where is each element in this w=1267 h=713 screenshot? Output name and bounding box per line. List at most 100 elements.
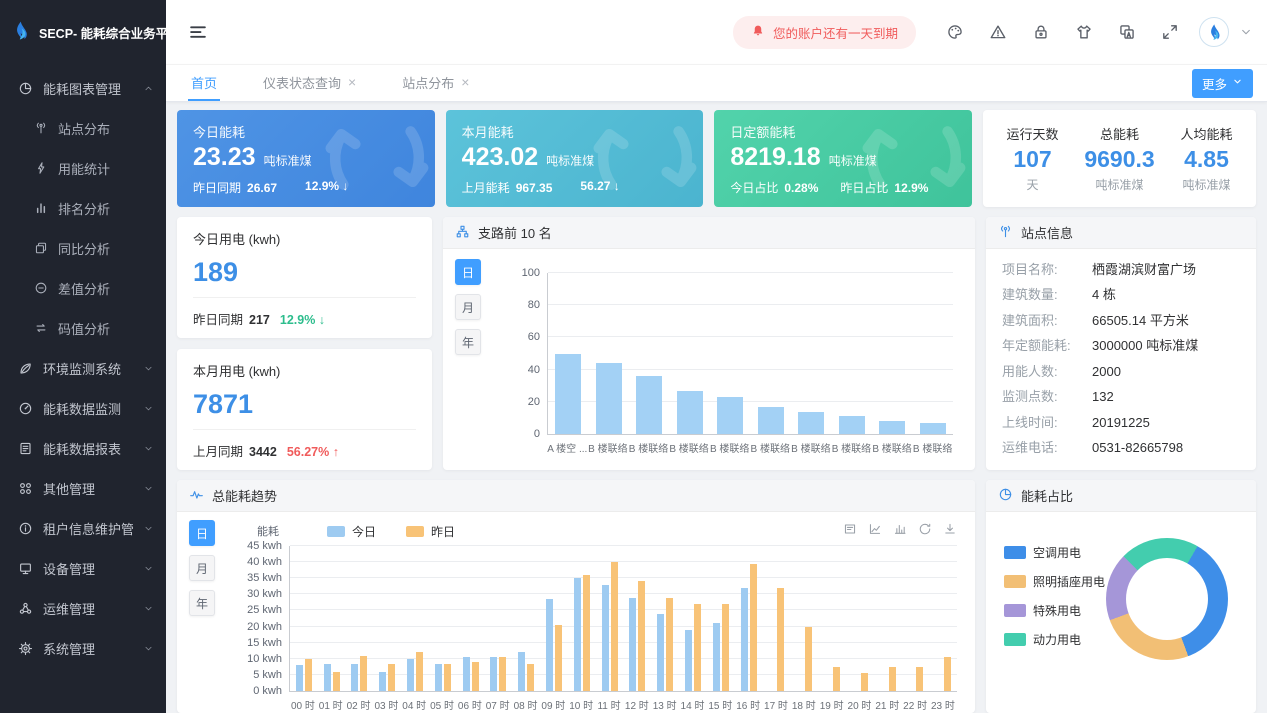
download-icon[interactable] xyxy=(943,522,957,536)
toggle-日[interactable]: 日 xyxy=(455,259,481,285)
bar-group[interactable] xyxy=(763,546,791,691)
toggle-月[interactable]: 月 xyxy=(189,555,215,581)
warning-icon[interactable] xyxy=(989,23,1007,41)
legend-今日[interactable]: 今日 xyxy=(327,523,376,540)
bell-icon xyxy=(751,24,765,41)
lightning-icon xyxy=(38,162,45,174)
bar-group[interactable] xyxy=(670,273,711,434)
fullscreen-icon[interactable] xyxy=(1161,23,1179,41)
bar xyxy=(360,655,368,691)
bar-group[interactable] xyxy=(318,546,346,691)
device-icon xyxy=(20,562,31,574)
bar-group[interactable] xyxy=(735,546,763,691)
period-toggle-group: 日月年 xyxy=(455,259,483,460)
bell-icon xyxy=(753,25,763,35)
bar-group[interactable] xyxy=(902,546,930,691)
notice-text: 您的账户还有一天到期 xyxy=(772,26,898,41)
legend-照明插座用电[interactable]: 照明插座用电 xyxy=(1004,573,1105,590)
bar xyxy=(666,597,674,691)
legend-空调用电[interactable]: 空调用电 xyxy=(1004,544,1105,561)
bar-group[interactable] xyxy=(929,546,957,691)
toggle-年[interactable]: 年 xyxy=(455,329,481,355)
legend-昨日[interactable]: 昨日 xyxy=(406,523,455,540)
refresh-icon[interactable] xyxy=(918,522,932,536)
bar-group[interactable] xyxy=(751,273,792,434)
bar-group[interactable] xyxy=(818,546,846,691)
sidebar-subitem-0-0[interactable]: 站点分布 xyxy=(0,108,166,148)
close-icon[interactable]: × xyxy=(348,74,357,90)
sidebar-item-3[interactable]: 能耗数据报表 xyxy=(0,428,166,468)
bar-group[interactable] xyxy=(401,546,429,691)
tabbar: 首页 仪表状态查询 × 站点分布 × 更多 xyxy=(166,64,1267,102)
sidebar-item-5[interactable]: 租户信息维护管理 xyxy=(0,508,166,548)
sidebar-item-8[interactable]: 系统管理 xyxy=(0,628,166,668)
y-tick-label: 40 xyxy=(527,363,540,376)
sidebar-subitem-0-4[interactable]: 差值分析 xyxy=(0,268,166,308)
bar-group[interactable] xyxy=(568,546,596,691)
palette-icon[interactable] xyxy=(946,23,964,41)
x-tick-label: B 楼联络 xyxy=(912,444,953,455)
more-button[interactable]: 更多 xyxy=(1191,68,1253,98)
bar-group[interactable] xyxy=(540,546,568,691)
barchart-icon[interactable] xyxy=(893,522,907,536)
bar-group[interactable] xyxy=(790,546,818,691)
x-tick-label: B 楼联络 xyxy=(750,444,790,455)
bar-group[interactable] xyxy=(832,273,873,434)
close-icon[interactable]: × xyxy=(461,74,470,90)
bar-group[interactable] xyxy=(548,273,589,434)
sidebar-item-7[interactable]: 运维管理 xyxy=(0,588,166,628)
dataview-icon[interactable] xyxy=(843,522,857,536)
bar-group[interactable] xyxy=(485,546,513,691)
tab-0[interactable]: 首页 xyxy=(188,65,221,101)
bar xyxy=(838,416,865,434)
bar-group[interactable] xyxy=(624,546,652,691)
bar-group[interactable] xyxy=(710,273,751,434)
legend-动力用电[interactable]: 动力用电 xyxy=(1004,631,1105,648)
site-info-value: 栖霞湖滨财富广场 xyxy=(1092,262,1197,277)
bar-group[interactable] xyxy=(589,273,630,434)
tab-1[interactable]: 仪表状态查询 × xyxy=(260,65,359,101)
sidebar-subitem-0-3[interactable]: 同比分析 xyxy=(0,228,166,268)
x-tick-label: 01 时 xyxy=(318,701,343,712)
bar-group[interactable] xyxy=(707,546,735,691)
legend-特殊用电[interactable]: 特殊用电 xyxy=(1004,602,1105,619)
tab-2[interactable]: 站点分布 × xyxy=(399,65,472,101)
bar-group[interactable] xyxy=(872,273,913,434)
x-tick-label: B 楼联络 xyxy=(872,444,912,455)
bar-group[interactable] xyxy=(651,546,679,691)
sidebar-subitem-0-1[interactable]: 用能统计 xyxy=(0,148,166,188)
bar-group[interactable] xyxy=(373,546,401,691)
linechart-icon[interactable] xyxy=(868,522,882,536)
toggle-日[interactable]: 日 xyxy=(189,520,215,546)
shirt-icon[interactable] xyxy=(1075,23,1093,41)
account-expiry-notice[interactable]: 您的账户还有一天到期 xyxy=(732,15,916,49)
sidebar-subitem-0-5[interactable]: 码值分析 xyxy=(0,308,166,348)
bar-group[interactable] xyxy=(596,546,624,691)
bar-group[interactable] xyxy=(457,546,485,691)
lock-icon[interactable] xyxy=(1032,23,1050,41)
bar-group[interactable] xyxy=(846,546,874,691)
avatar[interactable] xyxy=(1199,17,1229,47)
menu-collapse-icon[interactable] xyxy=(188,22,208,42)
bar-group[interactable] xyxy=(346,546,374,691)
bar-group[interactable] xyxy=(290,546,318,691)
sidebar-item-0[interactable]: 能耗图表管理 xyxy=(0,68,166,108)
bar-group[interactable] xyxy=(429,546,457,691)
toggle-月[interactable]: 月 xyxy=(455,294,481,320)
sidebar-subitem-0-2[interactable]: 排名分析 xyxy=(0,188,166,228)
sidebar-item-1[interactable]: 环境监测系统 xyxy=(0,348,166,388)
chevron-down-icon[interactable] xyxy=(1239,25,1253,39)
translate-icon[interactable] xyxy=(1118,23,1136,41)
logo[interactable]: SECP- 能耗综合业务平台 xyxy=(0,0,166,64)
bar-group[interactable] xyxy=(629,273,670,434)
bar-group[interactable] xyxy=(679,546,707,691)
bar-group[interactable] xyxy=(913,273,954,434)
sidebar-item-6[interactable]: 设备管理 xyxy=(0,548,166,588)
bar-group[interactable] xyxy=(512,546,540,691)
pulse-icon xyxy=(189,487,204,505)
bar-group[interactable] xyxy=(791,273,832,434)
sidebar-item-4[interactable]: 其他管理 xyxy=(0,468,166,508)
bar-group[interactable] xyxy=(874,546,902,691)
toggle-年[interactable]: 年 xyxy=(189,590,215,616)
sidebar-item-2[interactable]: 能耗数据监测 xyxy=(0,388,166,428)
